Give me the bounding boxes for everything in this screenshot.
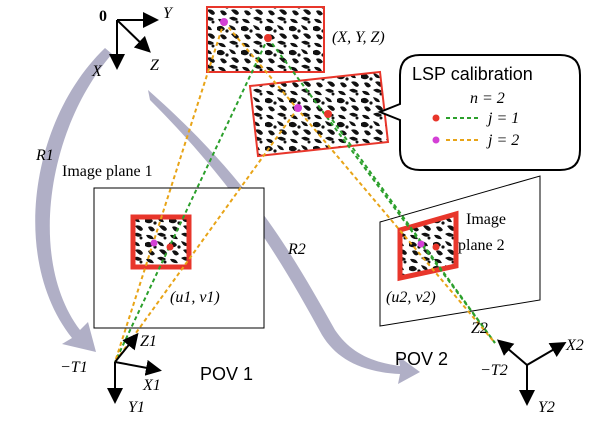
- legend-label-2: j = 2: [486, 132, 519, 149]
- projection-rays: [114, 21, 496, 363]
- image-plane-2-target: [397, 210, 459, 282]
- image-plane-2-coord: (u2, v2): [386, 289, 436, 306]
- legend-marker-2: [432, 136, 440, 144]
- rotation-arrow-r2: [148, 90, 420, 384]
- legend-entry-1: j = 1: [432, 110, 519, 127]
- pov1-y-label: Y1: [128, 399, 145, 416]
- pov1-axes: [107, 332, 162, 404]
- pov2-axes: [496, 339, 567, 406]
- image-plane-2-title-line2: plane 2: [458, 237, 505, 254]
- callout-title: LSP calibration: [412, 64, 533, 84]
- point-markers: [150, 18, 440, 251]
- origin-x-label: X: [91, 63, 103, 80]
- pov1-translation: −T1: [60, 359, 88, 376]
- world-point-label: (X, Y, Z): [332, 29, 385, 46]
- image-plane-2: [379, 175, 541, 327]
- callout-n: n = 2: [470, 90, 505, 107]
- pov1-z-label: Z1: [140, 333, 157, 350]
- image-plane-2-title-line1: Image: [466, 211, 506, 228]
- pov2-translation: −T2: [480, 362, 508, 379]
- rotation-arrow-r1: [35, 48, 112, 352]
- pov2-y-label: Y2: [538, 399, 555, 416]
- image-plane-1-title: Image plane 1: [62, 163, 153, 180]
- legend-marker-1: [432, 114, 440, 122]
- pov2-label: POV 2: [395, 349, 448, 369]
- legend-entry-2: j = 2: [432, 132, 519, 149]
- origin-y-label: Y: [163, 5, 174, 22]
- origin-label: 0: [99, 8, 107, 25]
- image-plane-1-coord: (u1, v1): [170, 289, 220, 306]
- origin-axes: [109, 12, 159, 70]
- pov2-z-label: Z2: [471, 320, 488, 337]
- pov1-x-label: X1: [142, 377, 161, 394]
- origin-z-label: Z: [150, 57, 160, 74]
- pov2-x-label: X2: [565, 337, 584, 354]
- pov1-label: POV 1: [200, 364, 253, 384]
- legend-label-1: j = 1: [486, 110, 519, 127]
- world-target-2: [248, 70, 390, 158]
- callout-bubble: [377, 54, 581, 171]
- rotation-label-r2: R2: [287, 241, 306, 258]
- rotation-label-r1: R1: [35, 147, 54, 164]
